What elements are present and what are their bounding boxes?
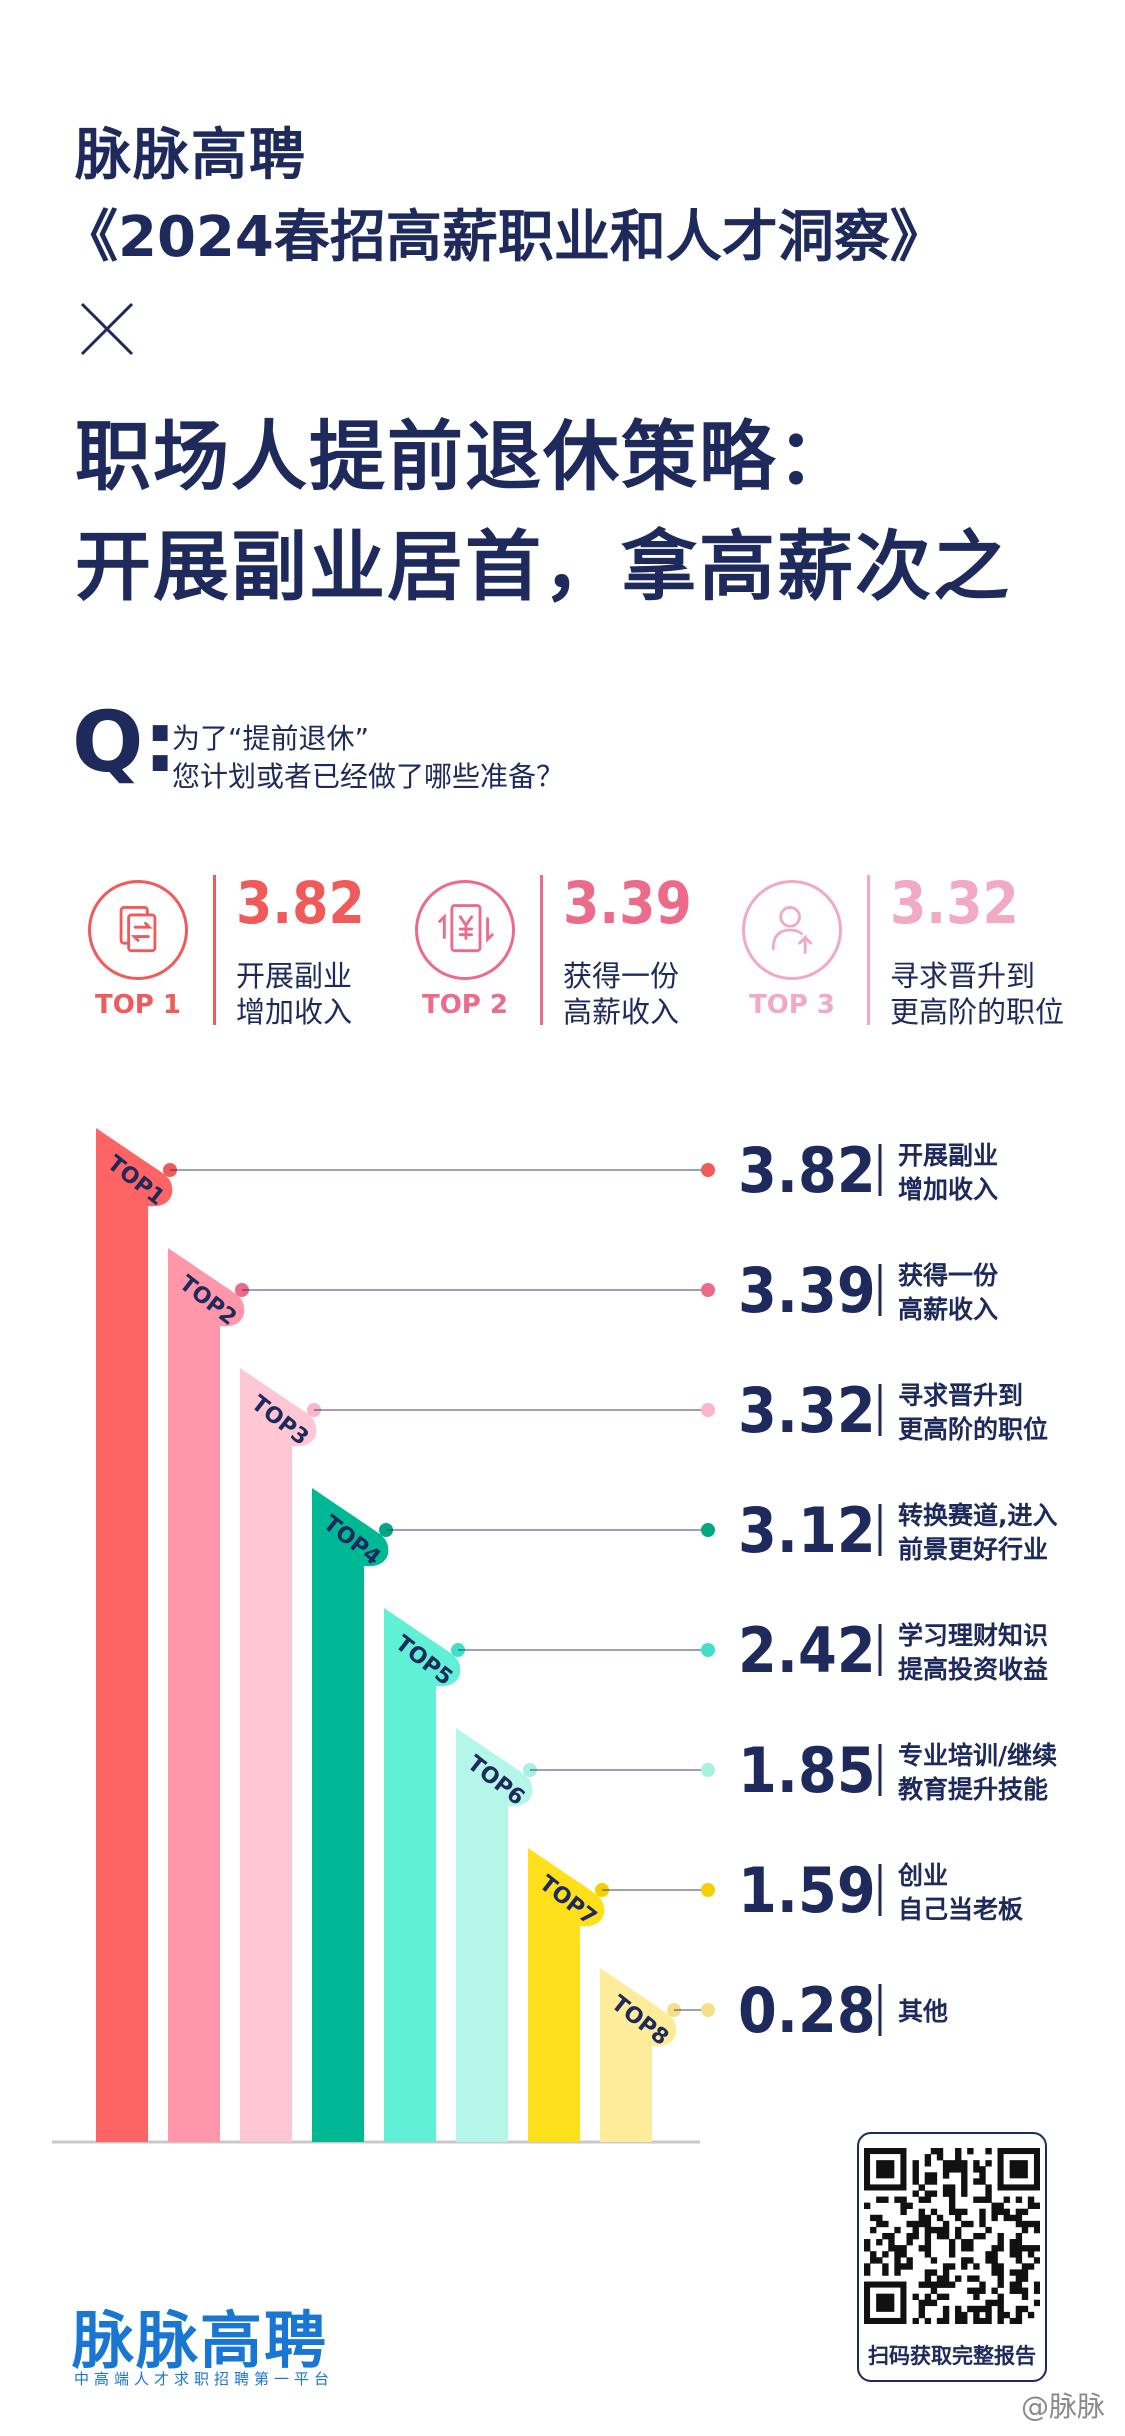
connector-end-dot (701, 1523, 715, 1537)
bar-description-line: 转换赛道,进入 (898, 1501, 1058, 1530)
bar-top8 (600, 1968, 677, 2142)
connector-end-dot (701, 1283, 715, 1297)
connector-end-dot (701, 1163, 715, 1177)
header-brand: 脉脉高聘 (75, 123, 307, 188)
bar-description-line: 专业培训/继续 (898, 1741, 1057, 1770)
bar-top2 (168, 1248, 245, 2142)
report-title: 《2024春招高薪职业和人才洞察》 (62, 205, 946, 270)
headline-line-2: 开展副业居首，拿高薪次之 (75, 522, 1011, 611)
value-label: 2.42 (738, 1614, 876, 1687)
bar-description-line: 寻求晋升到 (898, 1381, 1023, 1410)
top-rank: TOP 2 (421, 990, 509, 1020)
bar-top1 (96, 1128, 173, 2142)
connector-end-dot (701, 1883, 715, 1897)
top-label-line-2: 增加收入 (236, 995, 353, 1029)
bar-description-line: 自己当老板 (898, 1895, 1023, 1924)
bar-description-line: 前景更好行业 (898, 1535, 1048, 1564)
top-label-line-1: 开展副业 (236, 959, 353, 993)
qr-code-card[interactable]: 扫码获取完整报告 (857, 2132, 1047, 2382)
yuan-document-icon (415, 880, 515, 980)
top-label-line-2: 更高阶的职位 (890, 995, 1065, 1029)
bar-description-line: 开展副业 (898, 1141, 998, 1170)
bar-top7 (528, 1848, 605, 2142)
top-divider (867, 875, 870, 1025)
bar-description-line: 创业 (897, 1861, 948, 1890)
value-label: 3.82 (738, 1134, 876, 1207)
connector-end-dot (701, 2003, 715, 2017)
watermark: @脉脉 (1020, 2390, 1105, 2423)
top-rank: TOP 3 (748, 990, 836, 1020)
bar-description-line: 更高阶的职位 (898, 1415, 1048, 1444)
times-icon (80, 302, 134, 356)
top-label-line-1: 寻求晋升到 (890, 959, 1036, 993)
qr-code-icon (864, 2148, 1040, 2324)
value-label: 3.32 (738, 1374, 876, 1447)
value-label: 0.28 (738, 1974, 876, 2047)
value-label: 3.39 (738, 1254, 876, 1327)
connector-end-dot (701, 1763, 715, 1777)
bar-description-line: 增加收入 (898, 1175, 998, 1204)
qr-caption: 扫码获取完整报告 (868, 2344, 1036, 2368)
top-value: 3.39 (563, 869, 692, 937)
bar-description-line: 高薪收入 (898, 1295, 998, 1324)
bar-description-line: 提高投资收益 (898, 1655, 1048, 1684)
connector-end-dot (701, 1403, 715, 1417)
bar-top4 (312, 1488, 389, 2142)
footer-brand-logo: 脉脉高聘 (72, 2304, 329, 2377)
value-label: 3.12 (738, 1494, 876, 1567)
top-rank: TOP 1 (94, 990, 182, 1020)
top-label-line-2: 高薪收入 (563, 995, 680, 1029)
footer-slogan: 中高端人才求职招聘第一平台 (74, 2370, 335, 2388)
headline-line-1: 职场人提前退休策略： (75, 412, 855, 501)
question-line-2: 您计划或者已经做了哪些准备？ (172, 760, 565, 793)
question-mark: Q: (72, 693, 177, 791)
bar-description-line: 学习理财知识 (898, 1621, 1048, 1650)
top-value: 3.82 (236, 869, 365, 937)
connector-end-dot (701, 1643, 715, 1657)
bar-top6 (456, 1728, 533, 2142)
top-divider (540, 875, 543, 1025)
value-label: 1.59 (738, 1854, 876, 1927)
top-label-line-1: 获得一份 (563, 959, 680, 993)
bar-top3 (240, 1368, 317, 2142)
bar-description-line: 教育提升技能 (898, 1775, 1048, 1804)
value-label: 1.85 (738, 1734, 876, 1807)
transfer-document-icon (88, 880, 188, 980)
bar-description-line: 其他 (898, 1997, 948, 2026)
bar-description-line: 获得一份 (898, 1261, 998, 1290)
person-up-arrow-icon (742, 880, 842, 980)
bar-top5 (384, 1608, 461, 2142)
question-line-1: 为了“提前退休” (172, 722, 370, 755)
top-value: 3.32 (890, 869, 1019, 937)
top-divider (213, 875, 216, 1025)
